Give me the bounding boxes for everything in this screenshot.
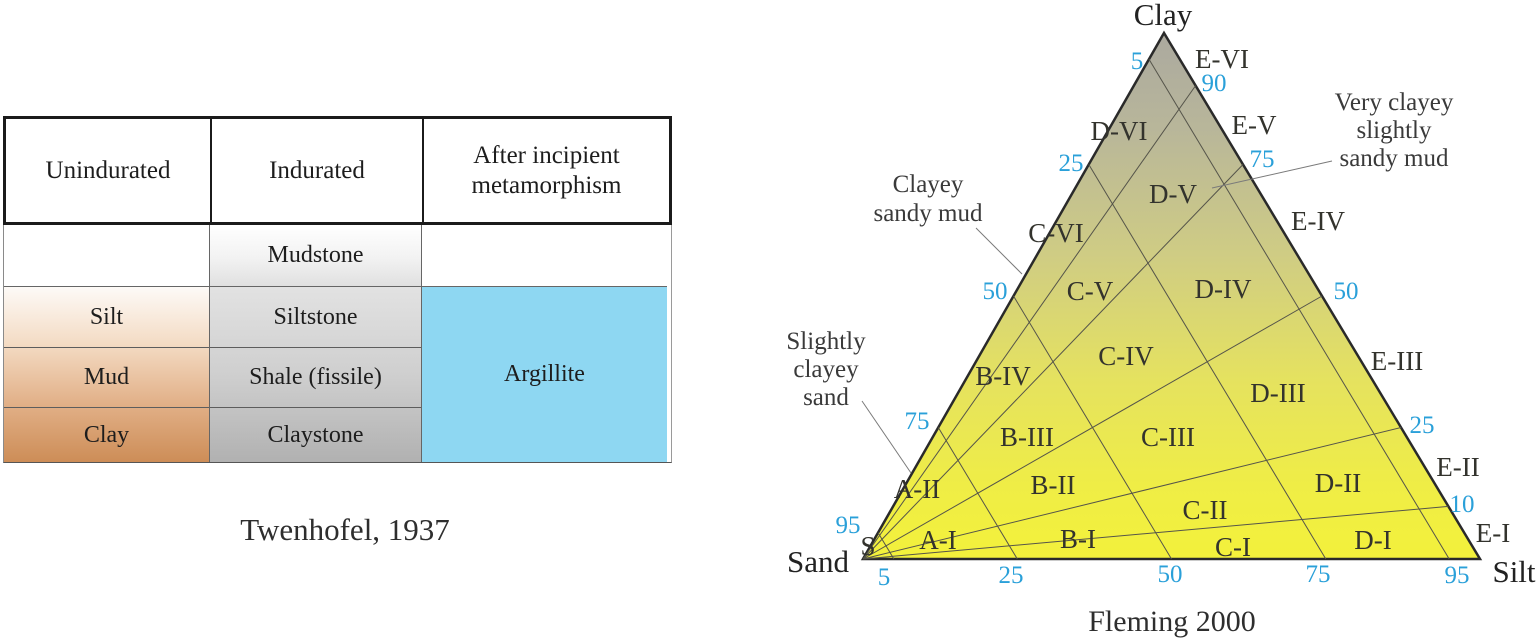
tick-bottom-75: 75 (1306, 561, 1331, 588)
annotation-very-clayey-line2: slightly (1356, 117, 1432, 144)
unindurated-column-block: Silt Mud Clay (4, 287, 210, 462)
zone-C-I: C-I (1215, 532, 1251, 562)
tick-right-50: 50 (1334, 278, 1359, 305)
ratio-boundary-10 (862, 505, 1449, 560)
zone-C-VI: C-VI (1028, 218, 1084, 248)
zone-B-I: B-I (1060, 524, 1096, 554)
header-after-metamorphism: After incipient metamorphism (471, 141, 622, 199)
zone-D-II: D-II (1315, 468, 1361, 498)
zone-E-II: E-II (1436, 452, 1479, 482)
zone-D-I: D-I (1354, 525, 1391, 555)
tick-left-50: 50 (983, 278, 1008, 305)
annotation-very-clayey-line3: sandy mud (1339, 145, 1449, 172)
cell-shale: Shale (fissile) (210, 347, 421, 407)
ratio-boundary-50 (862, 295, 1323, 560)
twenhofel-table: Unindurated Indurated After incipient me… (3, 116, 672, 463)
cell-mudstone: Mudstone (210, 225, 422, 287)
cell-empty-metamorphism (422, 225, 667, 287)
tick-bottom-50: 50 (1158, 561, 1183, 588)
table-body: Mudstone Silt Mud Clay Siltstone Shale (… (3, 225, 672, 463)
ratio-boundary-25 (862, 427, 1402, 560)
zone-C-III: C-III (1141, 422, 1195, 452)
table-header-row: Unindurated Indurated After incipient me… (3, 116, 672, 225)
zone-D-V: D-V (1149, 179, 1197, 209)
tick-bottom-95: 95 (1445, 562, 1470, 589)
zone-A-II: A-II (894, 474, 940, 504)
zone-B-IV: B-IV (975, 361, 1031, 391)
zone-B-III: B-III (1000, 422, 1054, 452)
cell-clay: Clay (4, 407, 209, 462)
cell-claystone: Claystone (210, 407, 421, 462)
tick-right-25: 25 (1410, 412, 1435, 439)
annotation-very-clayey-line1: Very clayey (1335, 89, 1454, 116)
vertex-label-clay: Clay (1134, 0, 1193, 32)
header-indurated: Indurated (212, 119, 424, 222)
zone-B-II: B-II (1031, 470, 1076, 500)
tick-right-10: 10 (1450, 491, 1475, 518)
zone-E-V: E-V (1232, 110, 1277, 140)
tick-bottom-25: 25 (999, 562, 1024, 589)
zone-E-I: E-I (1476, 518, 1510, 548)
annotation-slightly-clayey-line3: sand (803, 384, 849, 411)
leader-slightly-clayey-sand (861, 400, 912, 474)
tick-right-90: 90 (1202, 70, 1227, 97)
zone-E-VI: E-VI (1195, 44, 1249, 74)
tick-left-95: 95 (836, 512, 861, 539)
zone-E-III: E-III (1371, 346, 1423, 376)
tick-right-75: 75 (1250, 146, 1275, 173)
leader-clayey-sandy-mud (975, 227, 1023, 275)
zone-A-I: A-I (919, 525, 956, 555)
tick-bottom-5: 5 (878, 564, 891, 591)
ratio-boundary-75 (862, 164, 1244, 560)
tick-left-25: 25 (1059, 150, 1084, 177)
cell-mud: Mud (4, 347, 209, 407)
zone-S: S (860, 531, 875, 561)
zone-D-IV: D-IV (1195, 274, 1252, 304)
ratio-boundary-90 (862, 85, 1197, 560)
zone-D-III: D-III (1250, 378, 1305, 408)
cell-silt: Silt (89, 303, 124, 330)
indurated-column-block: Siltstone Shale (fissile) Claystone (210, 287, 422, 462)
cell-empty-unindurated (4, 225, 210, 287)
annotation-slightly-clayey-line2: clayey (793, 356, 859, 383)
zone-E-IV: E-IV (1291, 206, 1345, 236)
fleming-caption: Fleming 2000 (1088, 605, 1256, 638)
annotation-clayey-sandy-line1: Clayey (893, 171, 964, 198)
zone-C-II: C-II (1183, 495, 1228, 525)
zone-C-V: C-V (1067, 276, 1114, 306)
vertex-label-silt: Silt (1492, 554, 1535, 589)
annotation-clayey-sandy-line2: sandy mud (873, 200, 983, 227)
annotation-slightly-clayey-line1: Slightly (786, 328, 866, 355)
zone-C-IV: C-IV (1098, 341, 1154, 371)
tick-left-5: 5 (1131, 48, 1144, 75)
zone-D-VI: D-VI (1091, 116, 1148, 146)
cell-siltstone: Siltstone (273, 303, 358, 330)
cell-argillite: Argillite (422, 287, 667, 462)
leader-very-clayey (1211, 160, 1333, 189)
twenhofel-caption: Twenhofel, 1937 (240, 512, 450, 547)
header-unindurated: Unindurated (6, 119, 212, 222)
vertex-label-sand: Sand (787, 544, 850, 579)
tick-left-75: 75 (905, 408, 930, 435)
